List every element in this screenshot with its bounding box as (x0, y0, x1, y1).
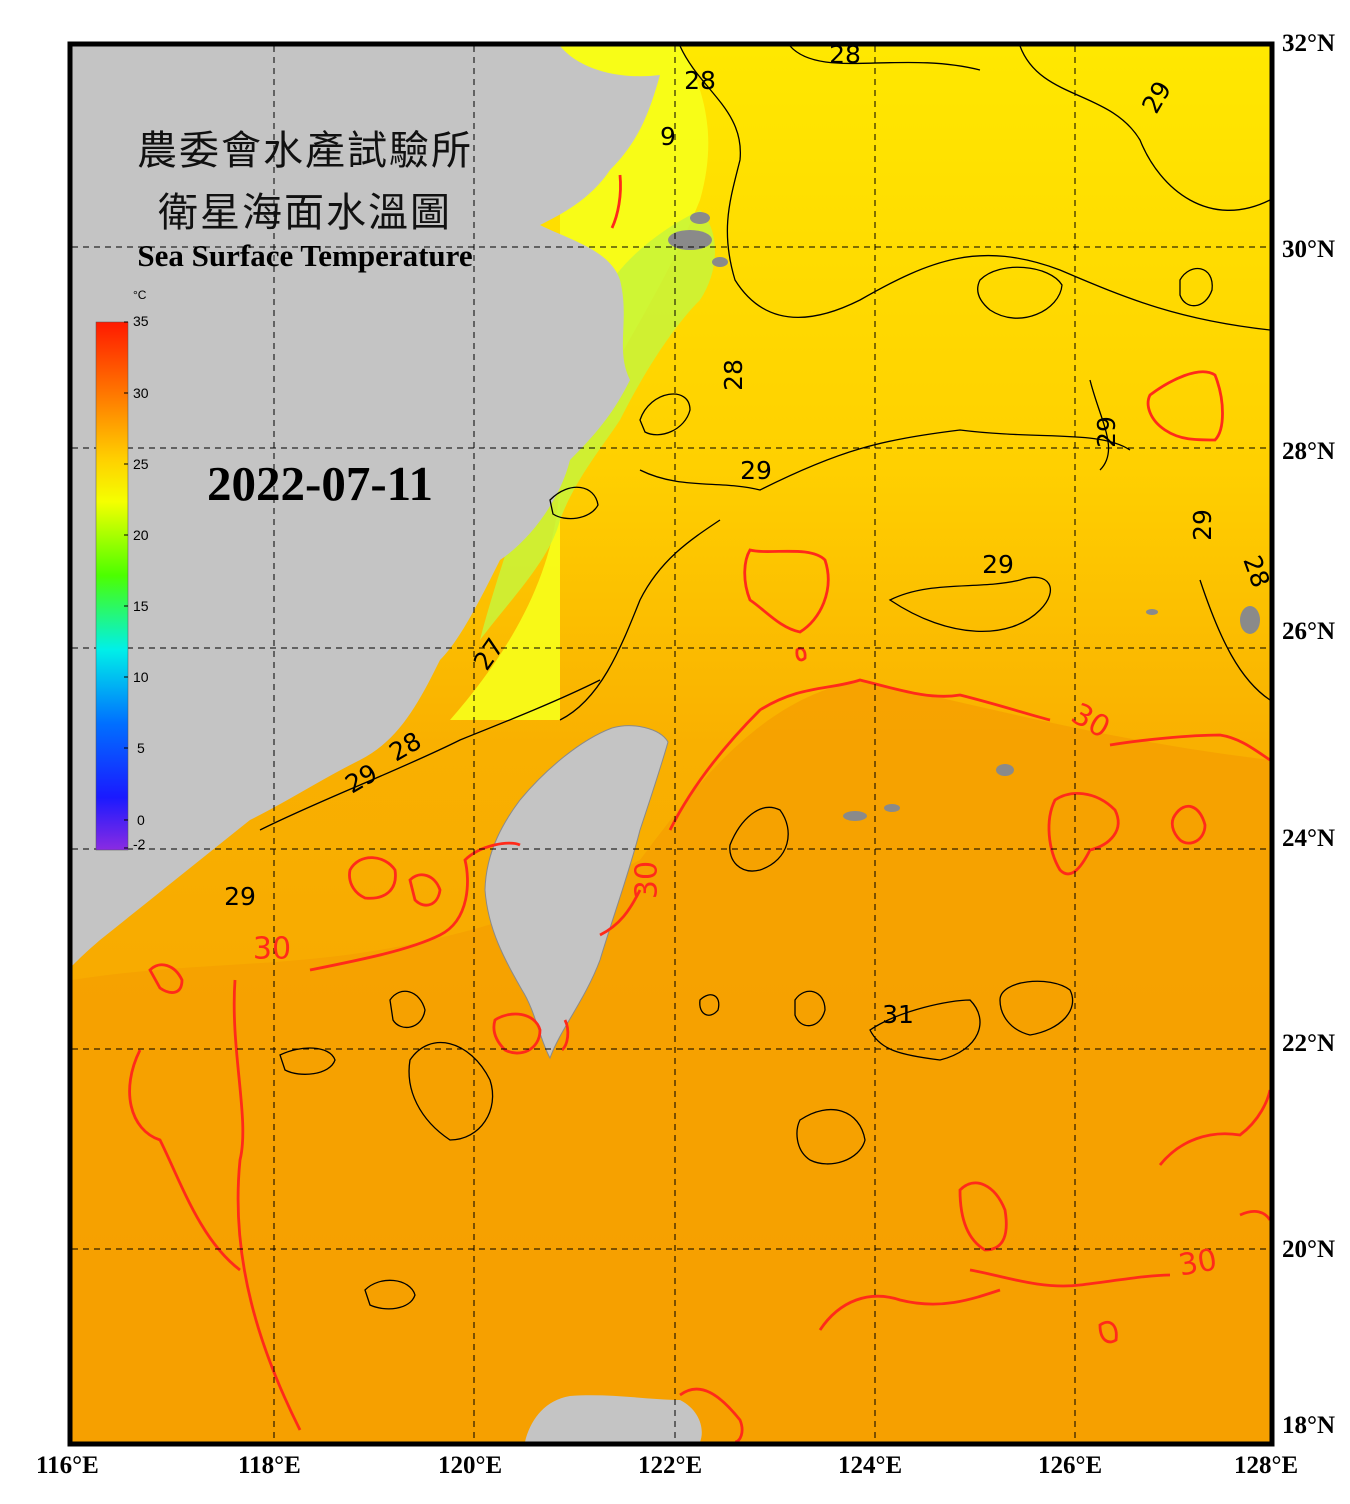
lon-label-128e: 128°E (1234, 1452, 1299, 1479)
lon-label-120e: 120°E (438, 1452, 503, 1479)
lat-label-32n: 32°N (1282, 30, 1336, 57)
contour-label: 29 (1188, 509, 1217, 541)
colorbar-tick-25: 25 (133, 456, 149, 472)
lon-label-122e: 122°E (638, 1452, 703, 1479)
colorbar-unit: °C (133, 288, 147, 302)
contour-label: 9 (660, 122, 676, 151)
contour-label: 29 (1092, 416, 1121, 448)
colorbar-tick-35: 35 (133, 313, 149, 329)
warm-water-region (72, 680, 1270, 1442)
contour-label: 29 (224, 882, 256, 911)
colorbar-tick-10: 10 (133, 669, 149, 685)
graticule-grid (72, 46, 1270, 1442)
title-chinese-line1: 農委會水產試驗所 (137, 128, 473, 174)
lon-label-116e: 116°E (36, 1452, 99, 1479)
contour-label: 29 (982, 550, 1014, 579)
title-chinese-line2: 衛星海面水溫圖 (158, 190, 452, 236)
lat-label-18n: 18°N (1282, 1412, 1336, 1439)
colorbar-tick-30: 30 (133, 385, 149, 401)
lat-label-30n: 30°N (1282, 236, 1336, 263)
lat-label-22n: 22°N (1282, 1030, 1336, 1057)
land-luzon (525, 1395, 702, 1442)
lat-label-20n: 20°N (1282, 1236, 1336, 1263)
contour-label: 30 (253, 932, 291, 967)
contours-30c (128, 174, 1270, 1442)
lat-label-24n: 24°N (1282, 825, 1336, 852)
lon-label-124e: 124°E (838, 1452, 903, 1479)
title-english: Sea Surface Temperature (137, 238, 473, 273)
contour-label: 28 (719, 359, 748, 391)
date-label: 2022-07-11 (207, 456, 433, 511)
colorbar-tick-5: 5 (137, 740, 145, 756)
ryukyu-islands (843, 606, 1260, 821)
colorbar-tick-marks (124, 321, 128, 849)
land-taiwan (484, 725, 669, 1060)
zhoushan-islands (668, 212, 728, 267)
lat-label-28n: 28°N (1282, 438, 1336, 465)
contour-label: 31 (882, 1000, 914, 1029)
lon-label-126e: 126°E (1038, 1452, 1103, 1479)
contour-label: 30 (630, 861, 665, 899)
contour-label: 28 (684, 66, 716, 95)
colorbar-tick-20: 20 (133, 527, 149, 543)
contour-label: 29 (740, 456, 772, 485)
map-frame (67, 41, 1275, 1447)
colorbar (95, 321, 129, 851)
colorbar-tick-minus2: -2 (133, 836, 146, 852)
lat-label-26n: 26°N (1282, 618, 1336, 645)
contour-label: 28 (829, 40, 861, 69)
colorbar-tick-0: 0 (137, 812, 145, 828)
land-mainland (72, 46, 660, 966)
contours-black (259, 46, 1270, 1310)
contour-label: 30 (1176, 1242, 1220, 1283)
colorbar-tick-15: 15 (133, 598, 149, 614)
lon-label-118e: 118°E (238, 1452, 301, 1479)
